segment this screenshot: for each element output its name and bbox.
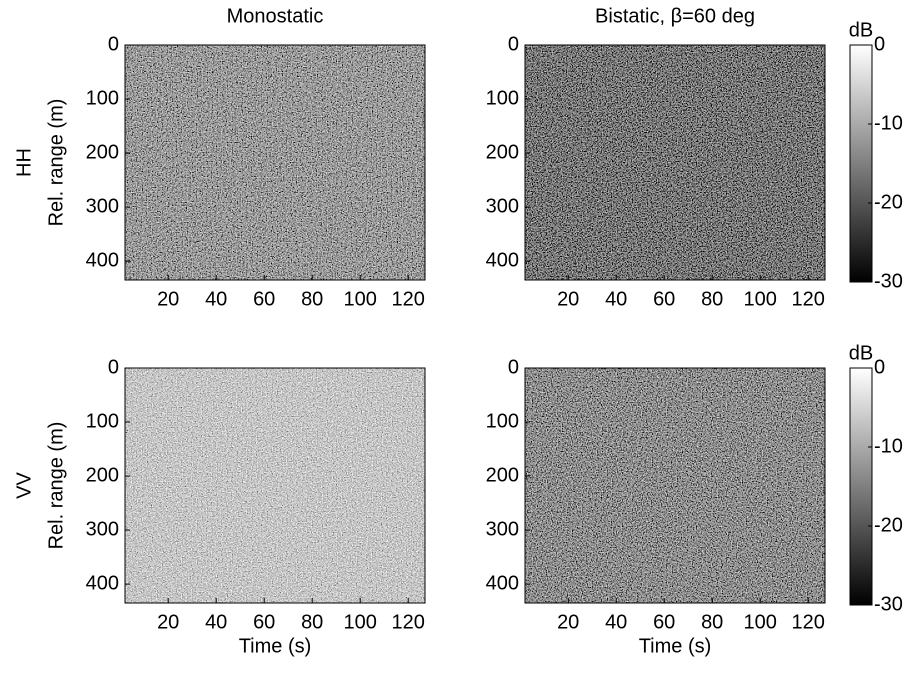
colorbar-tick-label: -30 bbox=[874, 593, 903, 615]
colorbar-label: dB bbox=[849, 342, 873, 364]
colorbar-tick-label: -30 bbox=[874, 270, 903, 292]
x-tick-label: 100 bbox=[344, 288, 377, 310]
axes-frame bbox=[524, 44, 826, 281]
y-tick-label: 200 bbox=[486, 464, 519, 486]
y-tick-label: 400 bbox=[486, 249, 519, 271]
image bbox=[525, 368, 825, 603]
panel-title: Monostatic bbox=[227, 5, 324, 27]
y-axis-label: Rel. range (m) bbox=[45, 99, 67, 227]
colorbar bbox=[849, 367, 873, 606]
x-tick-label: 120 bbox=[392, 611, 425, 633]
row-label: VV bbox=[13, 472, 35, 499]
image bbox=[125, 45, 425, 280]
x-tick-label: 100 bbox=[344, 611, 377, 633]
colorbar-tick-label: -20 bbox=[874, 514, 903, 536]
colorbar bbox=[849, 44, 873, 283]
x-tick-label: 80 bbox=[301, 611, 323, 633]
y-tick-label: 100 bbox=[486, 87, 519, 109]
x-tick-label: 20 bbox=[557, 611, 579, 633]
x-tick-label: 100 bbox=[744, 611, 777, 633]
panel-title: Bistatic, β=60 deg bbox=[595, 5, 755, 27]
x-tick-label: 120 bbox=[392, 288, 425, 310]
x-tick-label: 40 bbox=[605, 288, 627, 310]
x-tick-label: 20 bbox=[157, 611, 179, 633]
y-tick-label: 400 bbox=[86, 572, 119, 594]
colorbar-tick-label: -10 bbox=[874, 435, 903, 457]
y-tick-label: 0 bbox=[108, 33, 119, 55]
y-axis-label: Rel. range (m) bbox=[45, 422, 67, 550]
colorbar-tick-label: -10 bbox=[874, 112, 903, 134]
x-tick-label: 80 bbox=[701, 288, 723, 310]
y-tick-label: 200 bbox=[86, 464, 119, 486]
x-tick-label: 60 bbox=[253, 288, 275, 310]
x-tick-label: 120 bbox=[792, 288, 825, 310]
colorbar-tick-label: -20 bbox=[874, 191, 903, 213]
colorbar-tick-label: 0 bbox=[874, 356, 885, 378]
image bbox=[525, 45, 825, 280]
y-tick-label: 300 bbox=[486, 195, 519, 217]
x-tick-label: 20 bbox=[157, 288, 179, 310]
colorbar-label: dB bbox=[849, 19, 873, 41]
y-tick-label: 100 bbox=[486, 410, 519, 432]
image bbox=[125, 368, 425, 603]
x-tick-label: 40 bbox=[205, 611, 227, 633]
y-tick-label: 200 bbox=[86, 141, 119, 163]
y-tick-label: 300 bbox=[86, 195, 119, 217]
x-tick-label: 60 bbox=[653, 611, 675, 633]
y-tick-label: 0 bbox=[508, 33, 519, 55]
row-label: HH bbox=[13, 148, 35, 177]
y-tick-label: 200 bbox=[486, 141, 519, 163]
y-tick-label: 300 bbox=[86, 518, 119, 540]
axes-frame bbox=[524, 367, 826, 604]
x-tick-label: 60 bbox=[253, 611, 275, 633]
y-tick-label: 100 bbox=[86, 410, 119, 432]
colorbar-tick-label: 0 bbox=[874, 33, 885, 55]
axes-frame bbox=[124, 367, 426, 604]
y-tick-label: 400 bbox=[486, 572, 519, 594]
x-tick-label: 120 bbox=[792, 611, 825, 633]
x-tick-label: 60 bbox=[653, 288, 675, 310]
x-tick-label: 40 bbox=[605, 611, 627, 633]
x-tick-label: 80 bbox=[701, 611, 723, 633]
x-tick-label: 40 bbox=[205, 288, 227, 310]
y-tick-label: 300 bbox=[486, 518, 519, 540]
x-axis-label: Time (s) bbox=[239, 635, 312, 657]
axes-frame bbox=[124, 44, 426, 281]
y-tick-label: 400 bbox=[86, 249, 119, 271]
y-tick-label: 0 bbox=[508, 356, 519, 378]
x-tick-label: 20 bbox=[557, 288, 579, 310]
x-tick-label: 100 bbox=[744, 288, 777, 310]
x-axis-label: Time (s) bbox=[639, 635, 712, 657]
y-tick-label: 0 bbox=[108, 356, 119, 378]
y-tick-label: 100 bbox=[86, 87, 119, 109]
x-tick-label: 80 bbox=[301, 288, 323, 310]
